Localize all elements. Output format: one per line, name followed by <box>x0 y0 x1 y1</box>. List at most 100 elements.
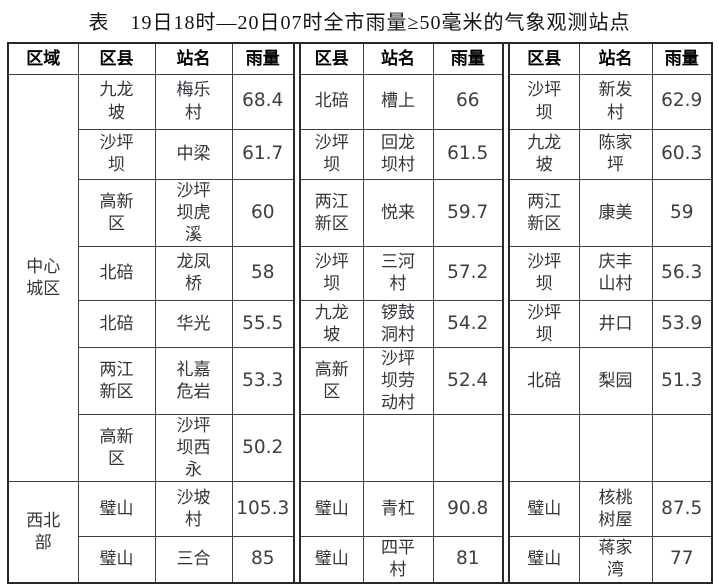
rain-cell: 87.5 <box>651 481 713 538</box>
rain-cell <box>432 414 504 483</box>
station-cell: 庆丰山村 <box>578 245 653 301</box>
district-cell: 沙坪坝 <box>508 299 580 348</box>
table-row: 璧山 三合 85 璧山 四平村 81 璧山 蒋家湾 77 <box>8 536 713 584</box>
region-cell-center: 中心城区 <box>7 73 79 483</box>
station-cell: 梅乐村 <box>154 73 233 130</box>
header-district-1: 区县 <box>77 42 156 75</box>
district-cell: 高新区 <box>77 414 156 483</box>
district-cell: 九龙坡 <box>77 73 156 130</box>
rain-cell: 68.4 <box>231 73 295 130</box>
table-row: 北碚 华光 55.5 九龙坡 锣鼓洞村 54.2 沙坪坝 井口 53.9 <box>8 299 713 348</box>
station-cell: 沙坪坝西永 <box>154 414 233 483</box>
rain-cell: 50.2 <box>231 414 295 483</box>
station-cell: 沙坡村 <box>154 481 233 538</box>
station-cell: 华光 <box>154 299 233 348</box>
header-district-3: 区县 <box>508 42 580 75</box>
district-cell: 璧山 <box>77 481 156 538</box>
district-cell: 两江新区 <box>299 178 364 247</box>
header-rain-2: 雨量 <box>432 42 504 75</box>
station-cell: 中梁 <box>154 128 233 180</box>
district-cell: 北碚 <box>299 73 364 130</box>
rain-cell: 55.5 <box>231 299 295 348</box>
district-cell: 高新区 <box>77 178 156 247</box>
table-title: 表 19日18时—20日07时全市雨量≥50毫米的气象观测站点 <box>88 12 631 34</box>
header-rain-3: 雨量 <box>651 42 713 75</box>
district-cell: 九龙坡 <box>508 128 580 180</box>
rain-cell: 56.3 <box>651 245 713 301</box>
station-cell: 三河村 <box>362 245 434 301</box>
rain-cell: 51.3 <box>651 346 713 416</box>
district-cell <box>299 414 364 483</box>
header-station-3: 站名 <box>578 42 653 75</box>
rain-cell: 54.2 <box>432 299 504 348</box>
station-cell <box>578 414 653 483</box>
header-station-1: 站名 <box>154 42 233 75</box>
table-row: 北碚 龙凤桥 58 沙坪坝 三河村 57.2 沙坪坝 庆丰山村 56.3 <box>8 245 713 301</box>
station-cell: 沙坪坝劳动村 <box>362 346 434 416</box>
district-cell: 璧山 <box>299 481 364 538</box>
rain-cell: 60 <box>231 178 295 247</box>
station-cell: 蒋家湾 <box>578 536 653 584</box>
district-cell: 沙坪坝 <box>77 128 156 180</box>
header-district-2: 区县 <box>299 42 364 75</box>
station-cell: 四平村 <box>362 536 434 584</box>
rain-cell: 85 <box>231 536 295 584</box>
station-cell: 核桃树屋 <box>578 481 653 538</box>
rain-cell: 105.3 <box>231 481 295 538</box>
rain-cell: 59.7 <box>432 178 504 247</box>
district-cell: 沙坪坝 <box>508 73 580 130</box>
station-cell: 礼嘉危岩 <box>154 346 233 416</box>
district-cell: 北碚 <box>508 346 580 416</box>
table-row: 两江新区 礼嘉危岩 53.3 高新区 沙坪坝劳动村 52.4 北碚 梨园 51.… <box>8 346 713 416</box>
district-cell: 璧山 <box>508 536 580 584</box>
rainfall-table: 区域 区县 站名 雨量 区县 站名 雨量 区县 站名 雨量 中心城区 九龙坡 梅… <box>7 42 713 584</box>
station-cell: 新发村 <box>578 73 653 130</box>
rain-cell: 77 <box>651 536 713 584</box>
district-cell: 璧山 <box>508 481 580 538</box>
district-cell: 璧山 <box>77 536 156 584</box>
district-cell: 高新区 <box>299 346 364 416</box>
rain-cell: 62.9 <box>651 73 713 130</box>
station-cell: 三合 <box>154 536 233 584</box>
station-cell: 回龙坝村 <box>362 128 434 180</box>
district-cell: 北碚 <box>77 299 156 348</box>
district-cell: 沙坪坝 <box>508 245 580 301</box>
rain-cell <box>651 414 713 483</box>
group-separator <box>293 43 301 583</box>
district-cell: 两江新区 <box>508 178 580 247</box>
station-cell: 青杠 <box>362 481 434 538</box>
group-separator <box>502 43 510 583</box>
table-row: 高新区 沙坪坝虎溪 60 两江新区 悦来 59.7 两江新区 康美 59 <box>8 178 713 247</box>
header-row: 区域 区县 站名 雨量 区县 站名 雨量 区县 站名 雨量 <box>7 42 713 583</box>
table-row: 高新区 沙坪坝西永 50.2 <box>8 414 713 483</box>
station-cell: 梨园 <box>578 346 653 416</box>
station-cell: 锣鼓洞村 <box>362 299 434 348</box>
rain-cell: 60.3 <box>651 128 713 180</box>
station-cell: 井口 <box>578 299 653 348</box>
district-cell: 璧山 <box>299 536 364 584</box>
station-cell: 龙凤桥 <box>154 245 233 301</box>
station-cell: 悦来 <box>362 178 434 247</box>
header-station-2: 站名 <box>362 42 434 75</box>
district-cell: 沙坪坝 <box>299 245 364 301</box>
rain-cell: 57.2 <box>432 245 504 301</box>
rain-cell: 61.7 <box>231 128 295 180</box>
station-cell: 康美 <box>578 178 653 247</box>
table-row: 中心城区 九龙坡 梅乐村 68.4 北碚 槽上 66 沙坪坝 新发村 62.9 <box>7 73 713 483</box>
rain-cell: 66 <box>432 73 504 130</box>
station-cell <box>362 414 434 483</box>
station-cell: 沙坪坝虎溪 <box>154 178 233 247</box>
table-row: 西北部 璧山 沙坡村 105.3 璧山 青杠 90.8 璧山 核桃树屋 87.5 <box>7 481 713 584</box>
rain-cell: 90.8 <box>432 481 504 538</box>
district-cell: 沙坪坝 <box>299 128 364 180</box>
district-cell: 九龙坡 <box>299 299 364 348</box>
station-cell: 陈家坪 <box>578 128 653 180</box>
region-cell-northwest: 西北部 <box>7 481 79 584</box>
header-region: 区域 <box>7 42 79 75</box>
table-row: 沙坪坝 中梁 61.7 沙坪坝 回龙坝村 61.5 九龙坡 陈家坪 60.3 <box>8 128 713 180</box>
rain-cell: 53.9 <box>651 299 713 348</box>
district-cell: 两江新区 <box>77 346 156 416</box>
rain-cell: 61.5 <box>432 128 504 180</box>
rain-cell: 81 <box>432 536 504 584</box>
header-rain-1: 雨量 <box>231 42 295 75</box>
